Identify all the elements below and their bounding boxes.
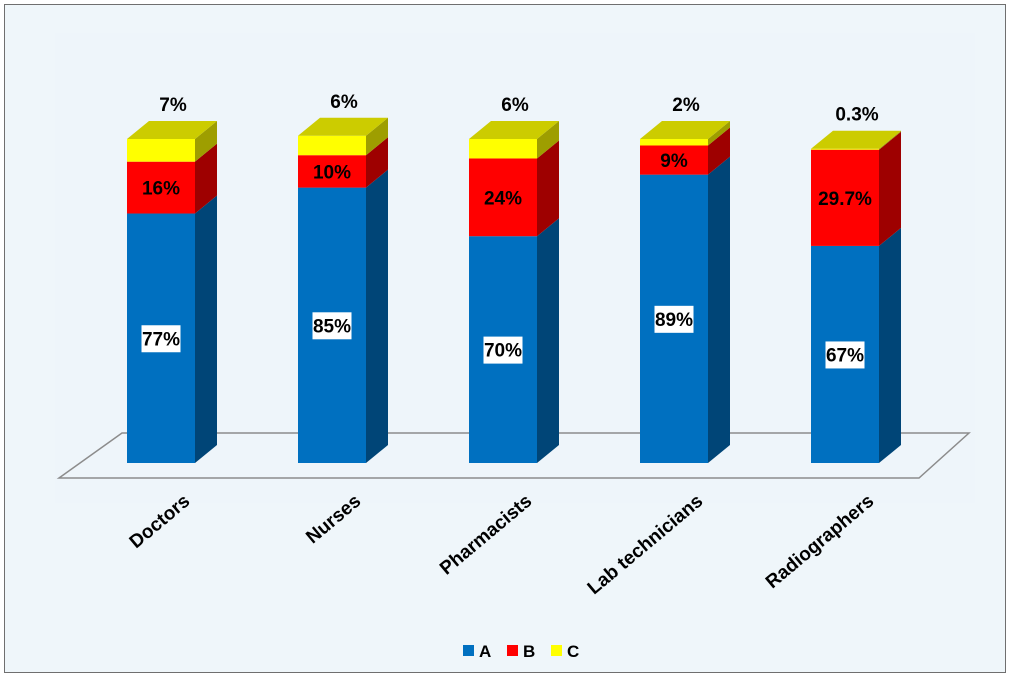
bar-top-0 (127, 121, 217, 139)
data-label-c-0: 7% (159, 95, 187, 116)
data-label-c-1: 6% (330, 92, 358, 113)
bars-layer: 77% 16% 7% 85% 10% 6% 70% 24% 6% 89% 9% 2% 67% 29.7% 0… (127, 92, 901, 463)
bar-segment-b-4 (811, 131, 901, 246)
data-label-b-2: 24% (484, 188, 522, 209)
data-label-a-2: 70% (484, 341, 522, 362)
data-label-c-3: 2% (672, 95, 700, 116)
data-label-a-1: 85% (313, 316, 351, 337)
stacked-bar-chart: 77% 16% 7% 85% 10% 6% 70% 24% 6% 89% 9% 2% 67% 29.7% 0… (55, 33, 975, 661)
data-label-c-2: 6% (501, 95, 529, 116)
legend: A B C (463, 642, 579, 661)
bar-segment-b-3 (640, 127, 730, 175)
bar-segment-b-0 (127, 143, 217, 214)
data-label-a-4: 67% (826, 345, 864, 366)
data-label-box-4 (825, 341, 865, 369)
bar-segment-a-4 (811, 227, 901, 463)
data-label-box-3 (654, 305, 694, 333)
bar-segment-c-3 (640, 121, 730, 146)
bar-segment-b-1 (298, 137, 388, 188)
data-label-c-4: 0.3% (835, 105, 878, 126)
legend-label-c: C (567, 642, 579, 661)
legend-swatch-c (551, 645, 562, 656)
category-label-3: Lab technicians (584, 491, 708, 599)
bar-segment-c-2 (469, 121, 559, 159)
chart-frame: 77% 16% 7% 85% 10% 6% 70% 24% 6% 89% 9% 2% 67% 29.7% 0… (4, 4, 1006, 673)
data-label-b-3: 9% (660, 151, 688, 172)
legend-label-b: B (523, 642, 535, 661)
legend-label-a: A (479, 642, 491, 661)
bar-top-4 (811, 130, 901, 149)
category-labels: Doctors Nurses Pharmacists Lab technicians R… (126, 491, 878, 599)
data-label-b-1: 10% (313, 162, 351, 183)
data-label-a-0: 77% (142, 329, 180, 350)
bar-segment-c-1 (298, 117, 388, 156)
bar-top-1 (298, 117, 388, 136)
data-label-box-1 (312, 312, 352, 340)
category-label-2: Pharmacists (436, 491, 536, 580)
bar-segment-b-2 (469, 140, 559, 237)
bar-segment-c-0 (127, 121, 217, 162)
bar-top-2 (469, 121, 559, 139)
category-label-4: Radiographers (762, 491, 878, 593)
data-label-b-4: 29.7% (818, 189, 872, 210)
bar-top-3 (640, 121, 730, 139)
data-label-a-3: 89% (655, 310, 693, 331)
data-label-box-0 (141, 325, 181, 353)
chart-floor (56, 432, 971, 479)
legend-swatch-b (507, 645, 518, 656)
legend-swatch-a (463, 645, 474, 656)
data-label-b-0: 16% (142, 179, 180, 200)
data-label-box-2 (483, 336, 523, 364)
bar-segment-c-4 (811, 130, 901, 150)
